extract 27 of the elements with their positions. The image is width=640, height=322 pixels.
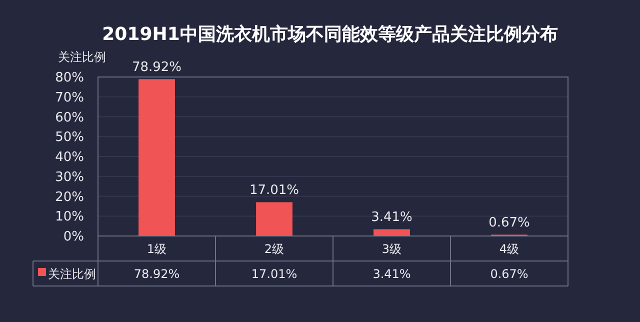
y-tick-label: 70% (55, 90, 84, 106)
y-axis-title: 关注比例 (58, 50, 106, 64)
data-label: 17.01% (251, 267, 298, 281)
text: 3.41% (371, 210, 412, 226)
text: 0.67% (488, 216, 530, 231)
text: 78.92% (132, 60, 182, 76)
chart-title: 2019H1中国洗衣机市场不同能效等级产品关注比例分布 (102, 24, 558, 45)
data-label: 0.67% (490, 267, 528, 281)
bar (256, 202, 292, 236)
y-tick-label: 40% (55, 150, 84, 165)
y-tick-label: 0% (63, 230, 84, 244)
x-tick-label: 1级 (146, 242, 167, 256)
data-label: 78.92% (134, 267, 180, 281)
y-tick-label: 20% (55, 190, 84, 205)
bar (374, 229, 410, 236)
y-tick-label: 30% (55, 170, 84, 185)
y-tick-label: 10% (55, 210, 84, 225)
text: 17.01% (249, 183, 300, 198)
y-tick-label: 60% (55, 110, 84, 126)
bar (138, 79, 175, 236)
data-label: 3.41% (372, 267, 411, 281)
y-tick-label: 50% (55, 130, 84, 146)
x-tick-label: 3级 (382, 242, 402, 256)
x-tick-label: 4级 (499, 242, 520, 256)
legend-label: 关注比例 (48, 267, 96, 281)
y-tick-label: 80% (55, 70, 84, 86)
x-tick-label: 2级 (264, 242, 284, 256)
